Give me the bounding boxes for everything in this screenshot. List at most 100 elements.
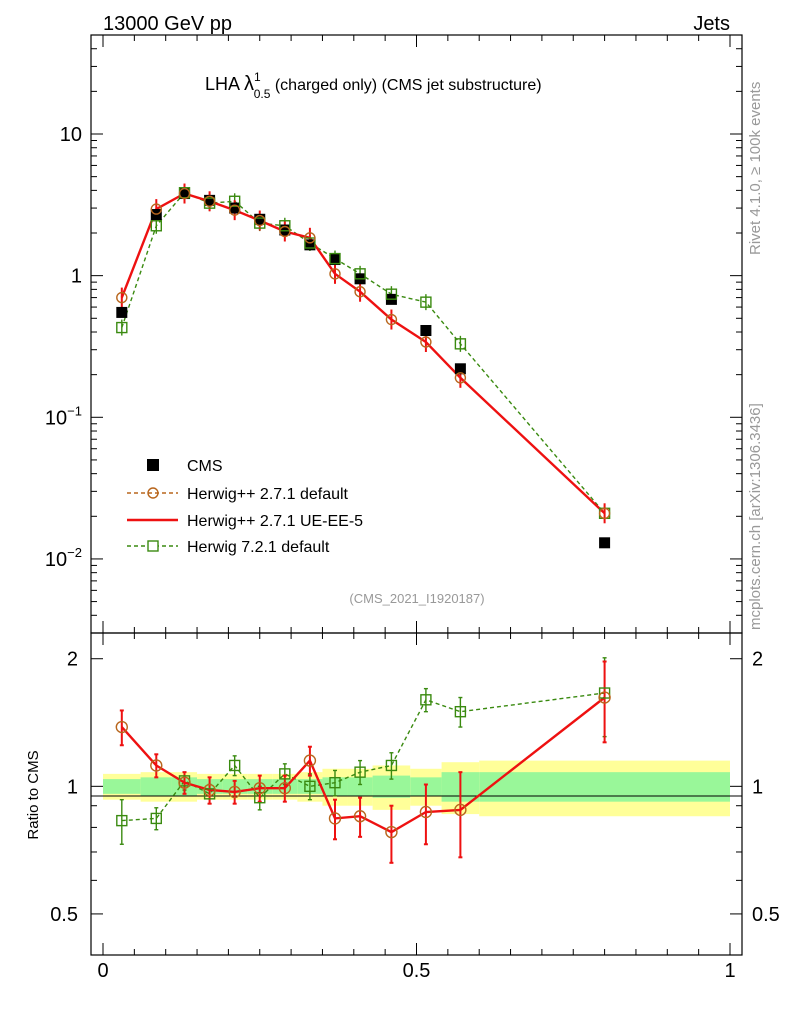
- ratio-series: [115, 657, 611, 864]
- legend-hpp-ueee5-label: Herwig++ 2.7.1 UE-EE-5: [187, 513, 363, 530]
- cms-point: [229, 202, 241, 214]
- analysis-tag: (CMS_2021_I1920187): [349, 591, 484, 606]
- mcplots-label: mcplots.cern.ch [arXiv:1306.3436]: [747, 403, 764, 630]
- hpp-default-main-point: [150, 203, 162, 215]
- title-sub: 0.5: [254, 87, 271, 101]
- hpp-default-main-point: [329, 268, 341, 280]
- main-ytick-label: 10: [60, 124, 82, 146]
- h7-main-point: [454, 338, 467, 350]
- plot-title: LHA λ1 0.5 (charged only) (CMS jet substr…: [205, 70, 542, 101]
- hpp-default-ratio-point: [178, 776, 191, 789]
- hpp-default-main-point: [454, 372, 467, 384]
- legend: CMS Herwig++ 2.7.1 default Herwig++ 2.7.…: [127, 458, 363, 556]
- hpp-default-ratio-point: [598, 691, 611, 704]
- h7-ratio-point: [454, 705, 467, 718]
- ratio-band-inner: [347, 777, 373, 796]
- cms-point: [329, 254, 341, 266]
- hpp-default-main-point: [420, 336, 432, 348]
- cms-point: [599, 537, 611, 549]
- legend-cms-label: CMS: [187, 458, 223, 475]
- hpp-default-main-point: [304, 232, 316, 244]
- hpp-default-main-point: [279, 225, 291, 238]
- ratio-bands: [103, 760, 730, 817]
- cms-point: [254, 213, 266, 225]
- h7-ratio-point: [116, 814, 128, 827]
- legend-hpp-default-marker: [147, 487, 159, 499]
- ratio-ytick-label-right: 1: [752, 776, 763, 798]
- xtick-label: 0: [97, 960, 108, 982]
- h7-main-point: [304, 237, 316, 249]
- h7-ratio-point: [228, 759, 241, 772]
- h7-ratio-point: [279, 768, 291, 780]
- hpp-default-main-point: [116, 291, 128, 304]
- hpp-default-ratio-point: [419, 805, 433, 819]
- h7-main-point: [116, 321, 128, 334]
- hpp-default-main-point: [178, 187, 191, 200]
- hpp-default-main-point: [354, 286, 366, 298]
- hpp-default-main-point: [254, 214, 266, 227]
- header-right: Jets: [693, 13, 730, 35]
- x-tick-labels: 0 0.5 1: [97, 960, 735, 982]
- h7-main-point: [150, 220, 162, 232]
- cms-point: [204, 194, 216, 206]
- h7-ratio-point: [254, 792, 266, 804]
- h7-main-point: [420, 296, 432, 308]
- legend-cms-marker: [147, 459, 159, 471]
- cms-point: [116, 306, 128, 318]
- cms-point: [179, 188, 191, 200]
- hpp-default-main-point: [385, 313, 398, 326]
- h7-main-point: [385, 288, 398, 300]
- legend-h7-label: Herwig 7.2.1 default: [187, 539, 330, 556]
- h7-main-point: [354, 268, 366, 280]
- h7-ratio-point: [203, 788, 216, 800]
- main-series: [116, 183, 611, 549]
- xtick-label: 0.5: [403, 960, 431, 982]
- h7-ratio-point: [598, 687, 611, 699]
- ratio-ytick-label-right: 0.5: [752, 904, 780, 926]
- ratio-band-inner: [103, 779, 141, 794]
- cms-point: [279, 224, 291, 236]
- ratio-band-inner: [372, 775, 411, 798]
- ratio-ytick-label: 0.5: [50, 904, 78, 926]
- hpp-ueee5-ratio-line: [120, 696, 606, 834]
- h7-ratio-point: [150, 812, 162, 825]
- hpp-default-ratio-point: [385, 825, 398, 839]
- h7-main-point: [279, 220, 291, 232]
- cms-point: [420, 324, 432, 336]
- h7-ratio-point: [329, 776, 341, 789]
- hpp-default-ratio-point: [328, 812, 342, 825]
- h7-main-point: [228, 195, 241, 207]
- main-ytick-label: 10−1: [45, 403, 82, 429]
- rivet-label: Rivet 4.1.0, ≥ 100k events: [747, 82, 764, 255]
- legend-hpp-default-label: Herwig++ 2.7.1 default: [187, 486, 349, 503]
- hpp-default-ratio-point: [303, 754, 317, 767]
- h7-main-point: [329, 252, 341, 265]
- cms-point: [304, 239, 316, 251]
- title-suffix: (charged only) (CMS jet substructure): [270, 77, 541, 94]
- main-ytick-label: 10−2: [45, 545, 82, 571]
- h7-ratio-point: [304, 780, 316, 793]
- hpp-default-ratio-point: [150, 759, 163, 772]
- hpp-default-ratio-point: [278, 781, 292, 795]
- main-ytick-label: 1: [71, 266, 82, 288]
- ratio-ylabel: Ratio to CMS: [25, 750, 42, 839]
- ratio-ytick-label: 2: [67, 649, 78, 671]
- hpp-default-main-point: [228, 204, 241, 216]
- main-ticks: 10 1 10−1 10−2: [45, 34, 742, 634]
- hpp-default-main-point: [203, 195, 216, 207]
- header-left: 13000 GeV pp: [103, 13, 232, 35]
- hpp-default-ratio-point: [353, 810, 367, 823]
- ratio-ytick-label: 1: [67, 776, 78, 798]
- hpp-default-main-point: [598, 507, 611, 519]
- hpp-default-ratio-point: [228, 785, 241, 799]
- title-lambda: λ: [244, 73, 254, 95]
- xtick-label: 1: [724, 960, 735, 982]
- hpp-default-ratio-point: [454, 803, 467, 817]
- hpp-default-ratio-point: [203, 783, 216, 797]
- h7-ratio-point: [354, 766, 366, 778]
- ratio-ticks: 2 2 1 1 0.5 0.5: [50, 633, 780, 956]
- ratio-band-inner: [140, 777, 172, 796]
- h7-ratio-point: [420, 694, 432, 706]
- title-prefix: LHA: [205, 74, 244, 94]
